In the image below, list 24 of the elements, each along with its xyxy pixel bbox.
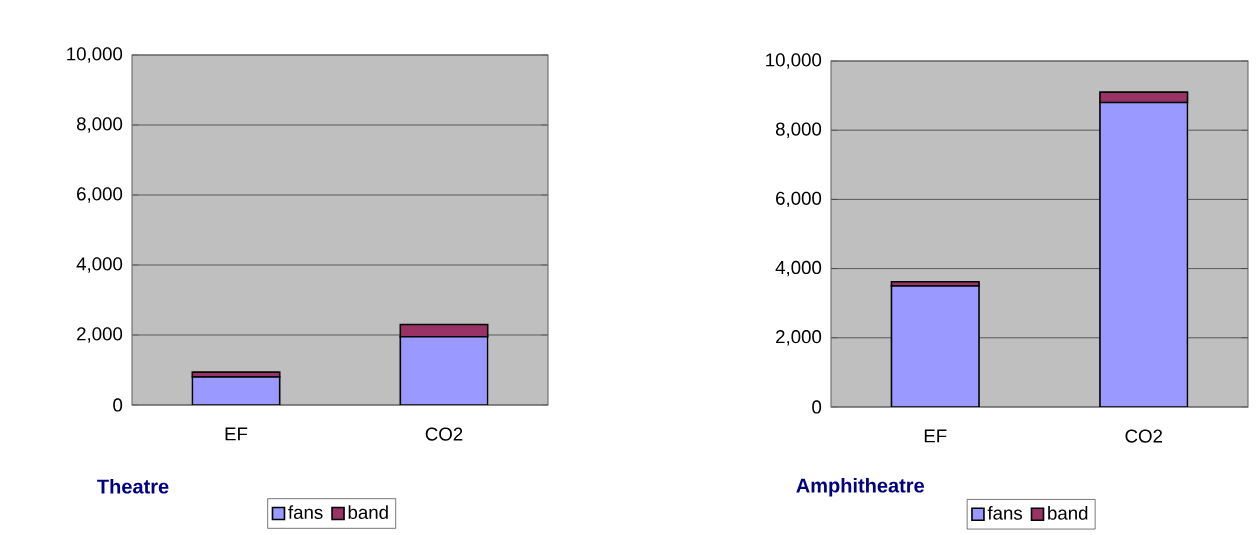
x-tick-label: EF: [225, 427, 248, 441]
text: Theatre: [97, 478, 169, 494]
y-tick-label: 6,000: [77, 187, 123, 203]
y-tick-label: 2,000: [77, 327, 123, 343]
y-tick-label: 0: [113, 398, 123, 412]
legend-label: fans: [987, 506, 1023, 520]
y-tick-label: 10,000: [766, 53, 822, 69]
y-tick-label: 4,000: [775, 260, 822, 277]
y-tick-label: 10,000: [67, 47, 123, 63]
y-tick-label: 8,000: [775, 122, 822, 138]
y-tick-label: 0: [812, 400, 822, 414]
text: Amphitheatre: [796, 477, 924, 497]
y-tick-label: 6,000: [776, 191, 822, 208]
x-tick-label: CO2: [1125, 429, 1163, 443]
y-tick-label: 4,000: [76, 257, 123, 273]
y-tick-label: 8,000: [76, 117, 123, 133]
bar: [1099, 101, 1189, 407]
bar: [890, 285, 980, 407]
x-tick-label: EF: [924, 429, 947, 443]
legend-label: band: [348, 505, 388, 520]
x-tick-label: CO2: [425, 427, 463, 441]
legend-label: band: [1048, 506, 1088, 520]
legend-label: fans: [288, 505, 323, 520]
y-tick-label: 2,000: [776, 330, 822, 346]
